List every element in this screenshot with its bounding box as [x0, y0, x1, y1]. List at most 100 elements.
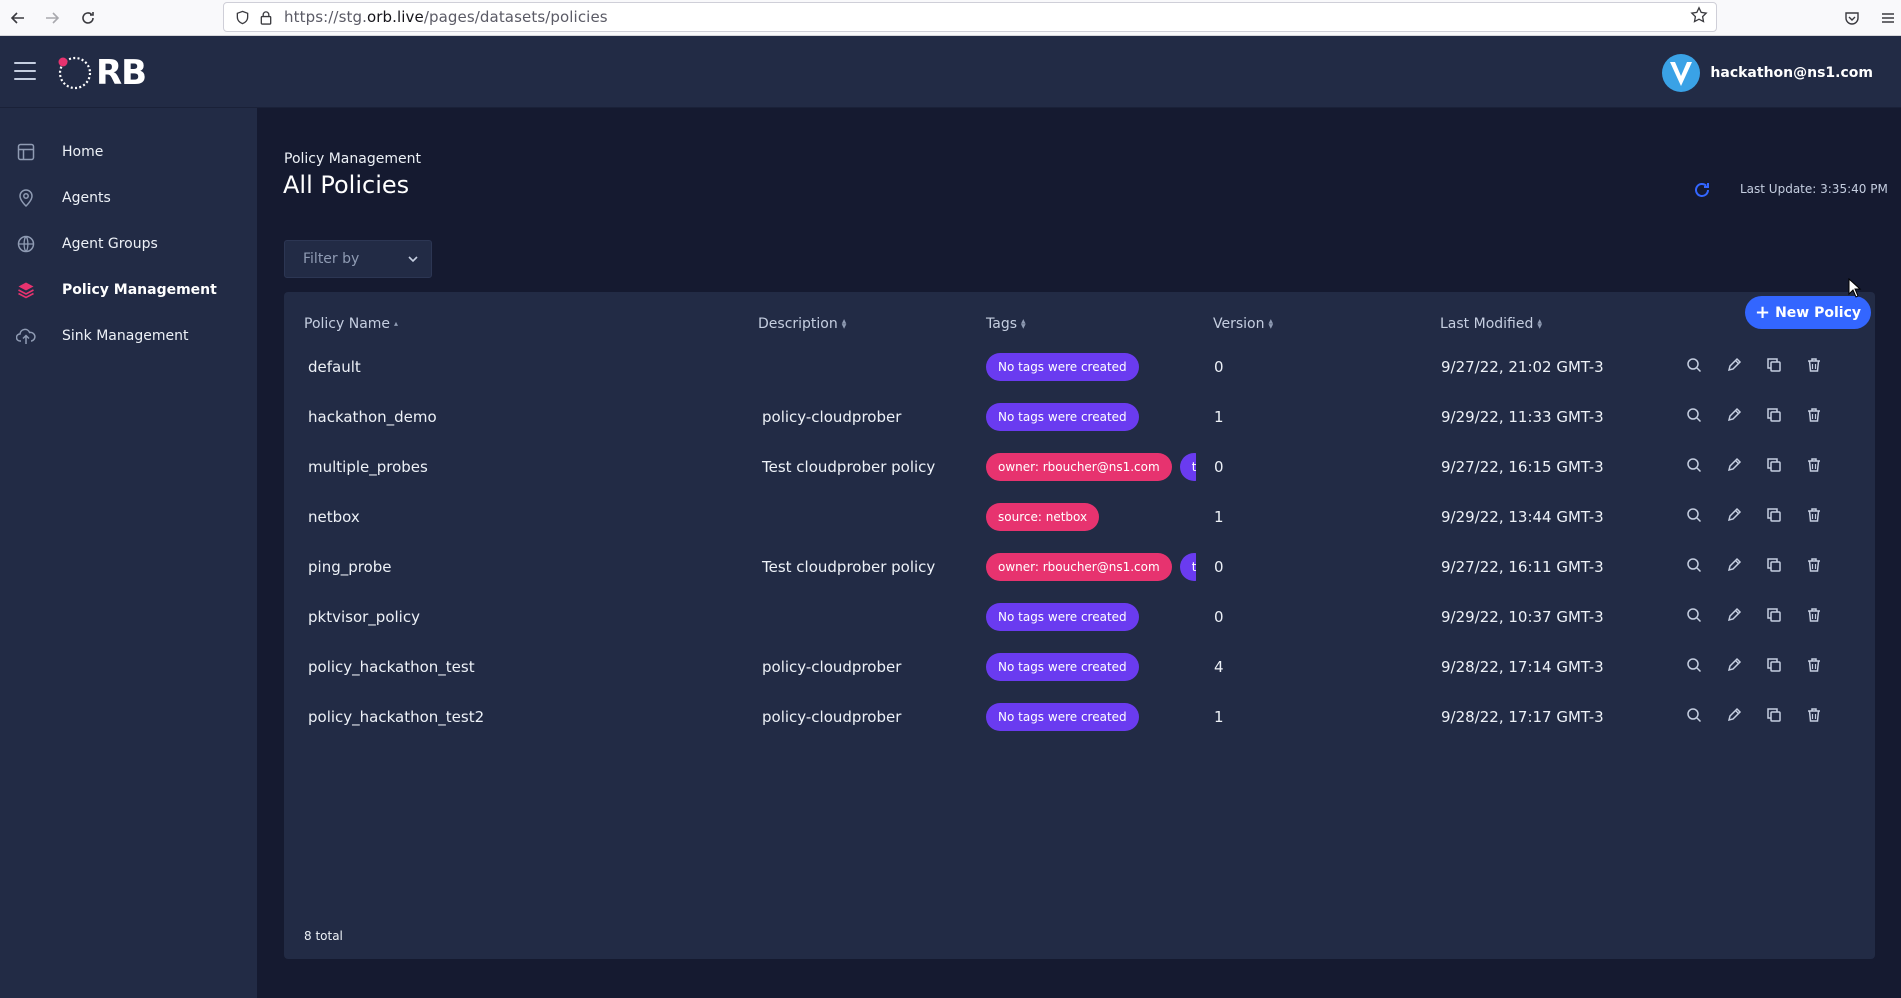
new-policy-label: New Policy: [1775, 304, 1861, 321]
table-row[interactable]: policy_hackathon_test2 policy-cloudprober…: [284, 692, 1875, 742]
search-icon: [1686, 457, 1702, 477]
trash-icon: [1806, 707, 1822, 727]
back-button[interactable]: [0, 0, 36, 36]
user-menu[interactable]: hackathon@ns1.com: [1662, 54, 1873, 92]
sidebar-item-home[interactable]: Home: [0, 129, 257, 175]
tag-badge: No tags were created: [986, 403, 1139, 431]
refresh-icon[interactable]: [1692, 180, 1712, 200]
delete-button[interactable]: [1794, 655, 1834, 679]
table-row[interactable]: policy_hackathon_test policy-cloudprober N…: [284, 642, 1875, 692]
sidebar-item-sink-management[interactable]: Sink Management: [0, 313, 257, 359]
table-row[interactable]: default No tags were created 0 9/27/22, 21:…: [284, 342, 1875, 392]
column-header-tags[interactable]: Tags ▲ ▼: [986, 316, 1026, 332]
row-actions: [1674, 442, 1834, 492]
last-modified-cell: 9/27/22, 21:02 GMT-3: [1441, 358, 1604, 376]
table-row[interactable]: multiple_probes Test cloudprober policy ow…: [284, 442, 1875, 492]
last-modified-cell: 9/27/22, 16:15 GMT-3: [1441, 458, 1604, 476]
pencil-icon: [1726, 607, 1742, 627]
hamburger-menu-icon[interactable]: [14, 62, 38, 82]
orb-logo-icon: [58, 56, 92, 90]
policy-name-cell: hackathon_demo: [308, 408, 437, 426]
edit-button[interactable]: [1714, 655, 1754, 679]
delete-button[interactable]: [1794, 355, 1834, 379]
table-row[interactable]: ping_probe Test cloudprober policy owner: …: [284, 542, 1875, 592]
sidebar-item-label: Agents: [62, 190, 111, 206]
delete-button[interactable]: [1794, 505, 1834, 529]
trash-icon: [1806, 357, 1822, 377]
column-header-label: Policy Name: [304, 316, 391, 332]
duplicate-button[interactable]: [1754, 355, 1794, 379]
delete-button[interactable]: [1794, 405, 1834, 429]
view-details-button[interactable]: [1674, 455, 1714, 479]
bookmark-star-icon[interactable]: [1690, 6, 1708, 28]
pencil-icon: [1726, 457, 1742, 477]
delete-button[interactable]: [1794, 605, 1834, 629]
sort-icon: ▲ ▼: [841, 318, 847, 330]
sidebar-item-label: Agent Groups: [62, 236, 158, 252]
column-header-description[interactable]: Description ▲ ▼: [758, 316, 846, 332]
policy-name-cell: pktvisor_policy: [308, 608, 420, 626]
sidebar-item-agents[interactable]: Agents: [0, 175, 257, 221]
view-details-button[interactable]: [1674, 505, 1714, 529]
table-row[interactable]: pktvisor_policy No tags were created 0 9/29…: [284, 592, 1875, 642]
duplicate-button[interactable]: [1754, 455, 1794, 479]
filter-select[interactable]: Filter by: [284, 240, 432, 278]
duplicate-button[interactable]: [1754, 405, 1794, 429]
policy-name-cell: default: [308, 358, 361, 376]
search-icon: [1686, 407, 1702, 427]
last-update-text: Last Update: 3:35:40 PM: [1740, 182, 1888, 196]
edit-button[interactable]: [1714, 405, 1754, 429]
lock-icon: [254, 5, 278, 29]
column-header-label: Description: [758, 316, 838, 332]
view-details-button[interactable]: [1674, 655, 1714, 679]
edit-button[interactable]: [1714, 705, 1754, 729]
orb-logo[interactable]: RB: [56, 53, 147, 93]
table-row[interactable]: netbox source: netbox 1 9/29/22, 13:44 GMT-…: [284, 492, 1875, 542]
edit-button[interactable]: [1714, 605, 1754, 629]
delete-button[interactable]: [1794, 555, 1834, 579]
view-details-button[interactable]: [1674, 705, 1714, 729]
sort-icon: ▲ ▼: [1021, 318, 1026, 330]
row-actions: [1674, 692, 1834, 742]
column-header-version[interactable]: Version ▲ ▼: [1213, 316, 1273, 332]
last-modified-cell: 9/29/22, 13:44 GMT-3: [1441, 508, 1604, 526]
menu-icon[interactable]: [1870, 0, 1901, 36]
edit-button[interactable]: [1714, 355, 1754, 379]
sort-icon: ▲ ▼: [1537, 318, 1542, 330]
view-details-button[interactable]: [1674, 555, 1714, 579]
duplicate-button[interactable]: [1754, 555, 1794, 579]
version-cell: 1: [1214, 508, 1224, 526]
sidebar-item-agent-groups[interactable]: Agent Groups: [0, 221, 257, 267]
view-details-button[interactable]: [1674, 405, 1714, 429]
duplicate-button[interactable]: [1754, 505, 1794, 529]
tag-badge: t: [1179, 553, 1196, 581]
tags-cell: source: netbox: [986, 492, 1196, 542]
url-bar[interactable]: https://stg.orb.live/pages/datasets/poli…: [223, 2, 1717, 32]
reload-button[interactable]: [70, 0, 106, 36]
trash-icon: [1806, 457, 1822, 477]
edit-button[interactable]: [1714, 555, 1754, 579]
edit-button[interactable]: [1714, 505, 1754, 529]
tag-badge: No tags were created: [986, 653, 1139, 681]
trash-icon: [1806, 657, 1822, 677]
delete-button[interactable]: [1794, 455, 1834, 479]
tags-cell: owner: rboucher@ns1.com t: [986, 442, 1196, 492]
view-details-button[interactable]: [1674, 605, 1714, 629]
copy-icon: [1766, 607, 1782, 627]
pencil-icon: [1726, 357, 1742, 377]
duplicate-button[interactable]: [1754, 605, 1794, 629]
new-policy-button[interactable]: + New Policy: [1745, 296, 1871, 329]
edit-button[interactable]: [1714, 455, 1754, 479]
sidebar-item-label: Policy Management: [62, 282, 217, 298]
column-header-last-modified[interactable]: Last Modified ▲ ▼: [1440, 316, 1542, 332]
sidebar-item-policy-management[interactable]: Policy Management: [0, 267, 257, 313]
table-row[interactable]: hackathon_demo policy-cloudprober No tags …: [284, 392, 1875, 442]
view-details-button[interactable]: [1674, 355, 1714, 379]
duplicate-button[interactable]: [1754, 655, 1794, 679]
forward-button[interactable]: [34, 0, 70, 36]
pocket-icon[interactable]: [1834, 0, 1870, 36]
column-header-policy-name[interactable]: Policy Name ▴: [304, 316, 398, 332]
duplicate-button[interactable]: [1754, 705, 1794, 729]
delete-button[interactable]: [1794, 705, 1834, 729]
plus-icon: +: [1754, 301, 1771, 323]
